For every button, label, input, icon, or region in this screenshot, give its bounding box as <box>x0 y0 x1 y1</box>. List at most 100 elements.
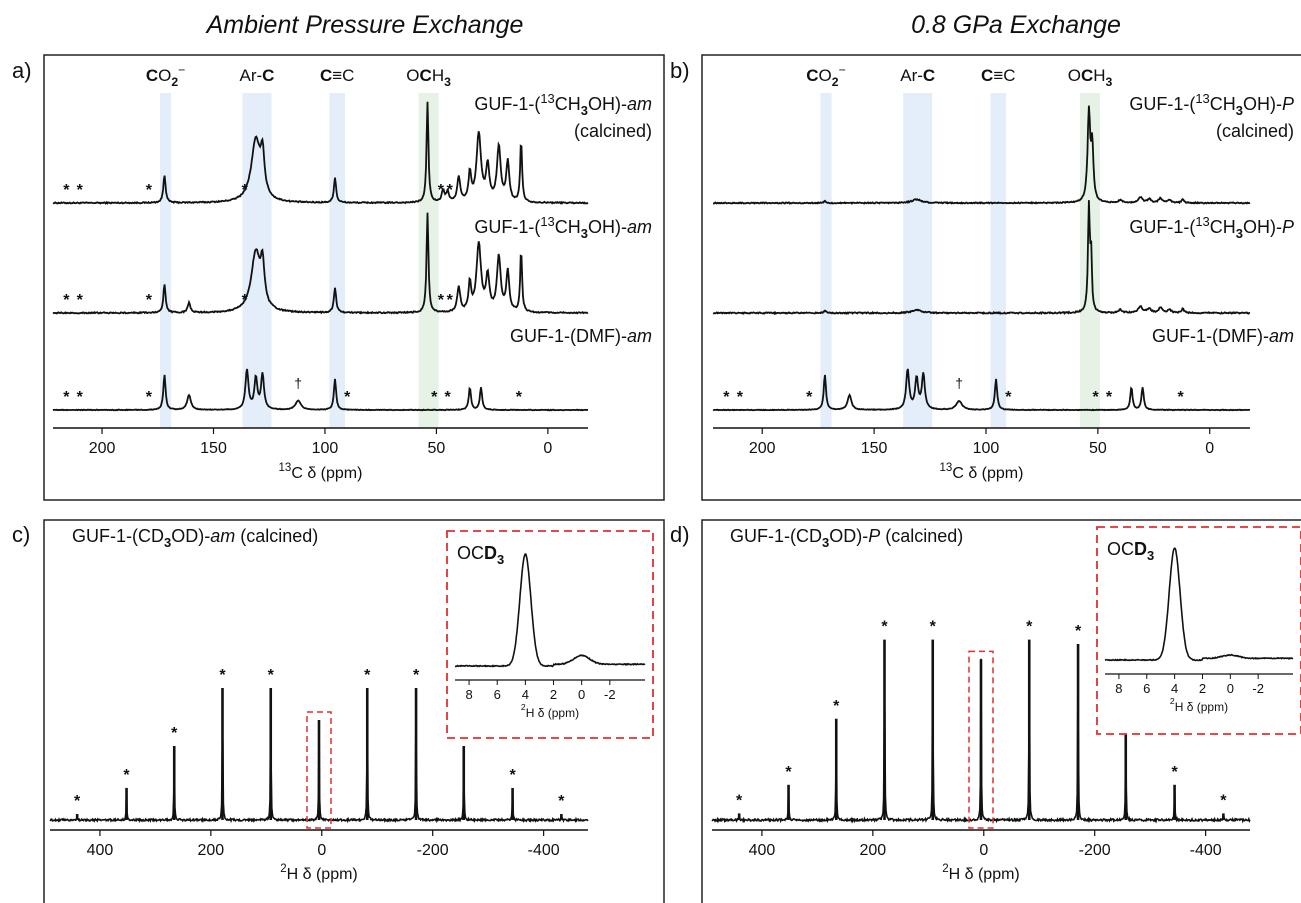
text-part: 3 <box>1106 75 1113 89</box>
spinning-sideband-marker: * <box>242 182 249 199</box>
x-tick-label: 200 <box>749 440 776 457</box>
text-part: GUF-1-( <box>1129 94 1195 114</box>
spinning-sideband-marker: * <box>364 667 371 684</box>
highlight-band <box>160 93 172 428</box>
panel-title: GUF-1-(CD3OD)-P (calcined) <box>730 526 963 550</box>
x-tick-label: 200 <box>197 842 224 859</box>
zoom-region-box <box>306 711 332 829</box>
x-tick-label: -400 <box>528 842 560 859</box>
x-tick-label: 150 <box>861 440 888 457</box>
x-tick-label: 0 <box>1205 440 1214 457</box>
spinning-sideband-marker: * <box>1106 389 1113 406</box>
x-tick-label: 100 <box>973 440 1000 457</box>
spinning-sideband-marker: * <box>1005 389 1012 406</box>
text-part: C <box>262 66 274 85</box>
label-och3: OCH3 <box>406 66 451 89</box>
text-part: ≡C <box>332 66 354 85</box>
text-part: H δ (ppm) <box>287 866 358 883</box>
spinning-sideband-marker: * <box>344 389 351 406</box>
text-part: 3 <box>1236 103 1243 118</box>
spinning-sideband-marker: * <box>146 182 153 199</box>
text-part: 3 <box>581 103 588 118</box>
impurity-marker: † <box>294 375 302 391</box>
series-label-1-note: (calcined) <box>1216 121 1294 141</box>
inset-label: OCD3 <box>457 543 504 567</box>
text-part: CH <box>1210 217 1236 237</box>
spinning-sideband-marker: * <box>444 389 451 406</box>
inset-x-tick-label: 4 <box>1171 681 1178 696</box>
inset-x-tick-label: 4 <box>522 687 529 702</box>
text-part: OH)- <box>1243 217 1282 237</box>
x-tick-label: 100 <box>312 440 339 457</box>
text-part: GUF-1-(CD <box>730 526 822 546</box>
series-label-2: GUF-1-(13CH3OH)-am <box>474 214 652 241</box>
spinning-sideband-marker: * <box>438 182 445 199</box>
text-part: OH)- <box>1243 94 1282 114</box>
highlight-band <box>990 93 1007 428</box>
spinning-sideband-marker: * <box>558 793 565 810</box>
text-part: OC <box>457 543 484 563</box>
label-co2: CO2− <box>806 63 845 89</box>
x-tick-label: 0 <box>317 842 326 859</box>
text-part: P <box>1282 217 1294 237</box>
label-c-triple-c: C≡C <box>320 66 354 85</box>
text-part: P <box>868 526 880 546</box>
text-part: 2 <box>521 702 526 712</box>
text-part: Ar- <box>239 66 262 85</box>
spectrum-trace <box>712 368 1251 412</box>
text-part: Ar- <box>900 66 923 85</box>
text-part: 2 <box>1170 696 1175 706</box>
panel-title: GUF-1-(CD3OD)-am (calcined) <box>72 526 318 550</box>
text-part: (calcined) <box>235 526 318 546</box>
text-part: D <box>1134 539 1147 559</box>
inset-label: OCD3 <box>1107 539 1154 563</box>
spectrum-trace <box>713 105 1251 205</box>
text-part: H <box>432 66 444 85</box>
label-c-triple-c: C≡C <box>981 66 1015 85</box>
highlight-band <box>820 93 832 428</box>
text-part: C <box>923 66 935 85</box>
spectrum-trace <box>712 200 1251 316</box>
inset-x-tick-label: 0 <box>1227 681 1234 696</box>
spinning-sideband-marker: * <box>1220 792 1227 809</box>
x-tick-label: 200 <box>859 842 886 859</box>
text-part: 3 <box>581 226 588 241</box>
spinning-sideband-marker: * <box>723 389 730 406</box>
panel-label: b) <box>670 58 690 83</box>
spinning-sideband-marker: * <box>268 667 275 684</box>
spinning-sideband-marker: * <box>737 389 744 406</box>
spectrum-trace <box>52 212 589 315</box>
spinning-sideband-marker: * <box>447 182 454 199</box>
inset-x-tick-label: 0 <box>578 687 585 702</box>
series-label-3: GUF-1-(DMF)-am <box>510 326 652 346</box>
panel-frame <box>43 54 665 501</box>
spinning-sideband-marker: * <box>1075 623 1082 640</box>
inset-frame <box>446 530 654 739</box>
panel-a: a)200 150 100 50 0* * * * * ** * * * * ** * * * * * *† <box>12 54 665 501</box>
text-part: − <box>839 63 846 77</box>
spectrum-trace <box>52 101 589 205</box>
spinning-sideband-marker: * <box>509 767 516 784</box>
series-label-1-note: (calcined) <box>574 121 652 141</box>
text-part: 13 <box>1195 91 1209 106</box>
panel-label: a) <box>12 58 32 83</box>
spinning-sideband-marker: * <box>77 182 84 199</box>
text-part: − <box>178 63 185 77</box>
inset-x-tick-label: 6 <box>494 687 501 702</box>
inset-x-axis-label: 2H δ (ppm) <box>521 702 579 720</box>
spinning-sideband-marker: * <box>1171 764 1178 781</box>
text-part: C <box>146 66 158 85</box>
text-part: am <box>627 326 652 346</box>
inset-x-axis-label: 2H δ (ppm) <box>1170 696 1228 714</box>
zoom-region-box <box>968 650 994 829</box>
spinning-sideband-marker: * <box>930 619 937 636</box>
series-label-1: GUF-1-(13CH3OH)-P <box>1129 91 1294 118</box>
text-part: C δ (ppm) <box>952 465 1023 482</box>
panel-label: c) <box>12 522 30 547</box>
text-part: 3 <box>1236 226 1243 241</box>
spinning-sideband-marker: * <box>438 292 445 309</box>
text-part: C δ (ppm) <box>291 465 362 482</box>
text-part: 3 <box>164 535 171 550</box>
text-part: CH <box>1210 94 1236 114</box>
